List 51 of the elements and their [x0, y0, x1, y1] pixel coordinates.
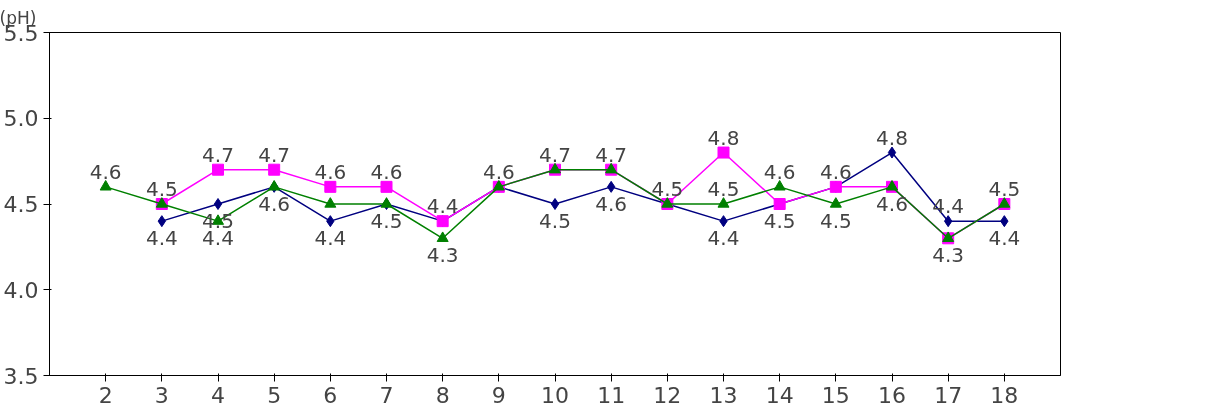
data-label: 4.5: [145, 177, 178, 201]
x-tick-label: 8: [435, 382, 450, 408]
x-tick-label: 10: [541, 382, 569, 408]
data-label: 4.3: [426, 243, 459, 268]
data-label: 4.6: [370, 159, 403, 184]
data-label: 4.7: [595, 142, 628, 167]
x-tick-label: 18: [990, 382, 1019, 408]
data-label: 4.6: [763, 159, 796, 184]
y-tick-label: 4.0: [3, 277, 39, 303]
y-tick-label: 4.5: [3, 192, 39, 217]
data-label: 4.5: [370, 209, 403, 233]
x-tick-label: 13: [709, 382, 738, 408]
data-label: 4.4: [314, 226, 347, 251]
data-label: 4.5: [651, 177, 684, 201]
data-label: 4.6: [314, 159, 347, 184]
data-label: 4.5: [707, 177, 740, 201]
x-tick-label: 15: [821, 382, 850, 408]
x-tick-label: 11: [597, 382, 626, 408]
x-tick-label: 3: [154, 382, 169, 408]
data-label: 4.4: [988, 226, 1021, 251]
x-tick-label: 2: [98, 382, 113, 408]
x-tick-label: 5: [267, 382, 282, 408]
data-label: 4.5: [763, 209, 796, 233]
data-label: 4.6: [595, 191, 628, 216]
data-label: 4.6: [89, 159, 122, 184]
data-label: 4.6: [876, 191, 908, 216]
data-label: 4.6: [482, 159, 515, 184]
data-label: 4.8: [876, 125, 908, 150]
data-label: 4.7: [258, 142, 291, 167]
data-label: 4.5: [819, 209, 852, 233]
x-tick-label: 16: [878, 382, 906, 408]
data-label: 4.6: [819, 159, 852, 184]
y-tick-label: 3.5: [3, 363, 39, 389]
data-label: 4.3: [932, 243, 965, 268]
x-tick-label: 6: [323, 382, 338, 408]
y-tick-label: 5.0: [3, 106, 39, 132]
x-tick-label: 4: [211, 382, 225, 408]
x-tick-label: 12: [653, 382, 682, 408]
data-label: 4.5: [539, 209, 571, 233]
x-tick-label: 7: [379, 382, 394, 408]
data-label: 4.5: [988, 177, 1021, 201]
data-label: 4.7: [539, 142, 571, 167]
data-label: 4.7: [202, 142, 234, 167]
x-tick-label: 14: [765, 382, 794, 408]
data-label: 4.4: [145, 226, 178, 251]
x-tick-label: 9: [491, 382, 506, 408]
x-tick-label: 17: [934, 382, 963, 408]
data-label: 4.4: [426, 194, 459, 219]
data-label: 4.8: [707, 125, 740, 150]
data-label: 4.6: [258, 191, 291, 216]
data-label: 4.4: [707, 226, 740, 251]
